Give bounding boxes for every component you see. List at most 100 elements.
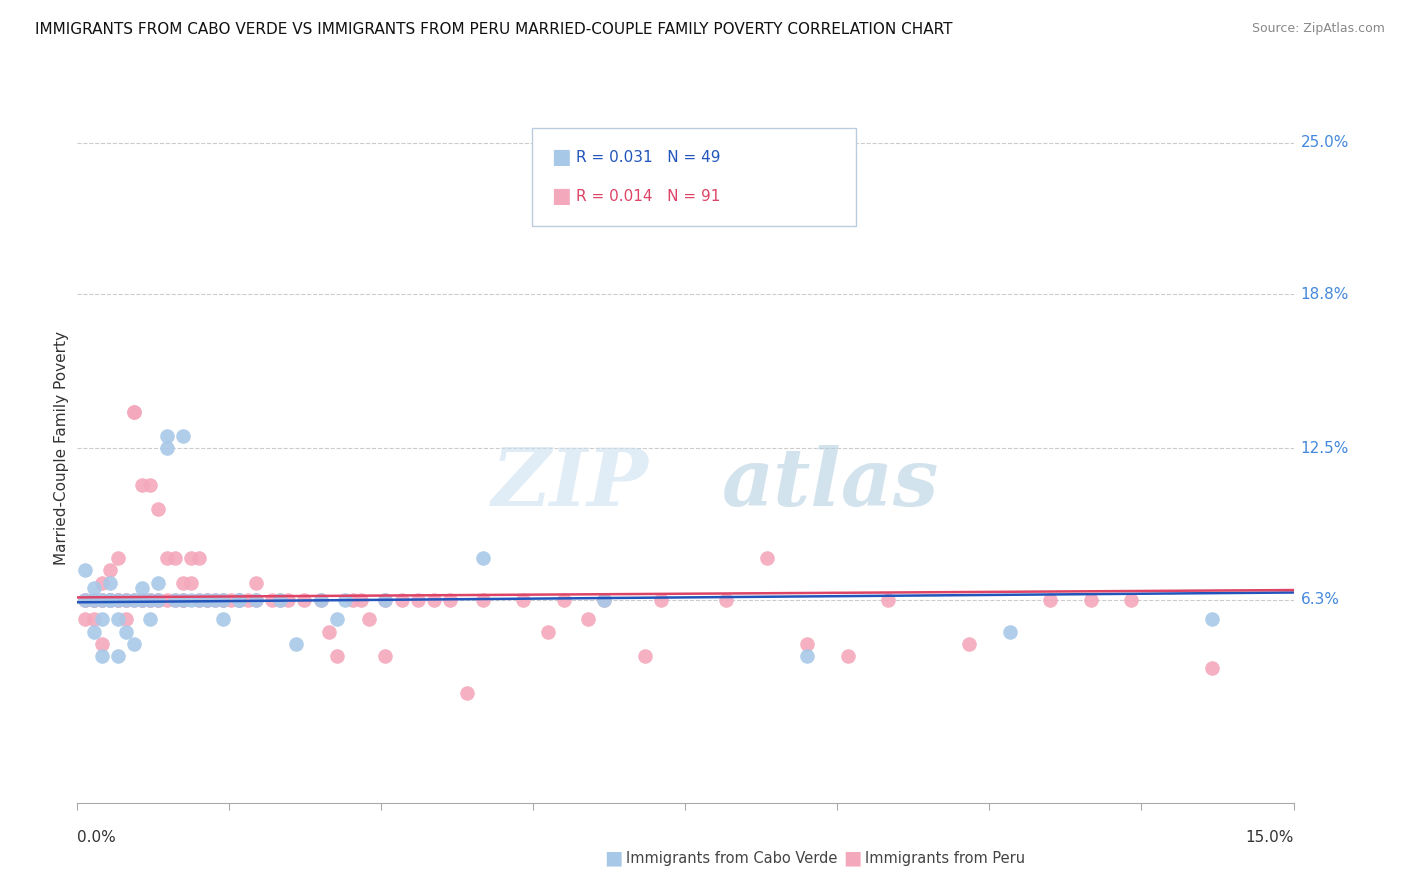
Point <box>107 649 129 664</box>
Point <box>163 592 186 607</box>
Point <box>423 592 446 607</box>
Text: 12.5%: 12.5% <box>1301 441 1348 456</box>
Point <box>139 478 162 492</box>
Point <box>650 592 672 607</box>
Point <box>131 478 153 492</box>
Point <box>75 592 97 607</box>
Point <box>326 612 349 626</box>
Point <box>90 592 112 607</box>
Point <box>139 592 162 607</box>
Point <box>163 592 186 607</box>
Text: Immigrants from Cabo Verde: Immigrants from Cabo Verde <box>626 851 837 865</box>
Point <box>212 612 235 626</box>
Point <box>115 592 138 607</box>
Point <box>318 624 340 639</box>
Point <box>83 592 105 607</box>
Point <box>212 592 235 607</box>
Point <box>98 592 121 607</box>
Point <box>98 592 121 607</box>
Point <box>292 592 315 607</box>
Point <box>163 551 186 566</box>
Point <box>155 442 177 455</box>
Point <box>122 404 145 418</box>
Point <box>391 592 413 607</box>
Point <box>148 592 170 607</box>
Point <box>228 592 250 607</box>
Point <box>122 592 145 607</box>
Text: 25.0%: 25.0% <box>1301 135 1348 150</box>
Point <box>107 551 129 566</box>
Point <box>90 637 112 651</box>
Text: Source: ZipAtlas.com: Source: ZipAtlas.com <box>1251 22 1385 36</box>
Point <box>98 564 121 578</box>
Point <box>553 592 575 607</box>
Point <box>172 575 194 590</box>
Point <box>260 592 283 607</box>
Point <box>1121 592 1143 607</box>
Point <box>98 575 121 590</box>
Point <box>195 592 218 607</box>
Point <box>374 592 396 607</box>
Point <box>796 637 818 651</box>
Point <box>75 564 97 578</box>
Point <box>837 649 859 664</box>
Point <box>115 612 138 626</box>
Point <box>155 592 177 607</box>
Point <box>139 592 162 607</box>
Point <box>309 592 332 607</box>
Point <box>1039 592 1062 607</box>
Point <box>406 592 429 607</box>
Point <box>204 592 226 607</box>
Y-axis label: Married-Couple Family Poverty: Married-Couple Family Poverty <box>53 331 69 566</box>
Point <box>350 592 373 607</box>
Point <box>326 649 349 664</box>
Text: atlas: atlas <box>721 445 939 523</box>
Point <box>188 592 211 607</box>
Point <box>107 592 129 607</box>
Point <box>90 649 112 664</box>
Point <box>75 592 97 607</box>
Point <box>593 592 616 607</box>
Point <box>188 592 211 607</box>
Point <box>245 592 267 607</box>
Point <box>172 592 194 607</box>
Point <box>245 592 267 607</box>
Point <box>957 637 980 651</box>
Text: ZIP: ZIP <box>492 445 650 523</box>
Point <box>131 592 153 607</box>
Point <box>439 592 461 607</box>
Point <box>122 592 145 607</box>
Point <box>180 575 202 590</box>
Point <box>195 592 218 607</box>
Text: ■: ■ <box>551 186 571 206</box>
Point <box>1080 592 1102 607</box>
Point <box>83 592 105 607</box>
Text: R = 0.031   N = 49: R = 0.031 N = 49 <box>576 150 720 165</box>
Point <box>90 592 112 607</box>
Text: ■: ■ <box>605 848 623 868</box>
Point <box>131 581 153 595</box>
Point <box>998 624 1021 639</box>
Point <box>155 429 177 443</box>
Point <box>172 429 194 443</box>
Point <box>536 624 558 639</box>
Point <box>374 592 396 607</box>
Point <box>139 592 162 607</box>
Text: 6.3%: 6.3% <box>1301 592 1340 607</box>
Point <box>155 551 177 566</box>
Point <box>195 592 218 607</box>
Point <box>148 502 170 516</box>
Point <box>333 592 356 607</box>
Point <box>1201 661 1223 675</box>
Point <box>172 592 194 607</box>
Point <box>131 592 153 607</box>
Point <box>83 592 105 607</box>
Point <box>115 624 138 639</box>
Point <box>98 592 121 607</box>
Point <box>593 592 616 607</box>
Point <box>90 575 112 590</box>
Point <box>83 581 105 595</box>
Point <box>228 592 250 607</box>
Point <box>107 592 129 607</box>
Point <box>471 592 494 607</box>
